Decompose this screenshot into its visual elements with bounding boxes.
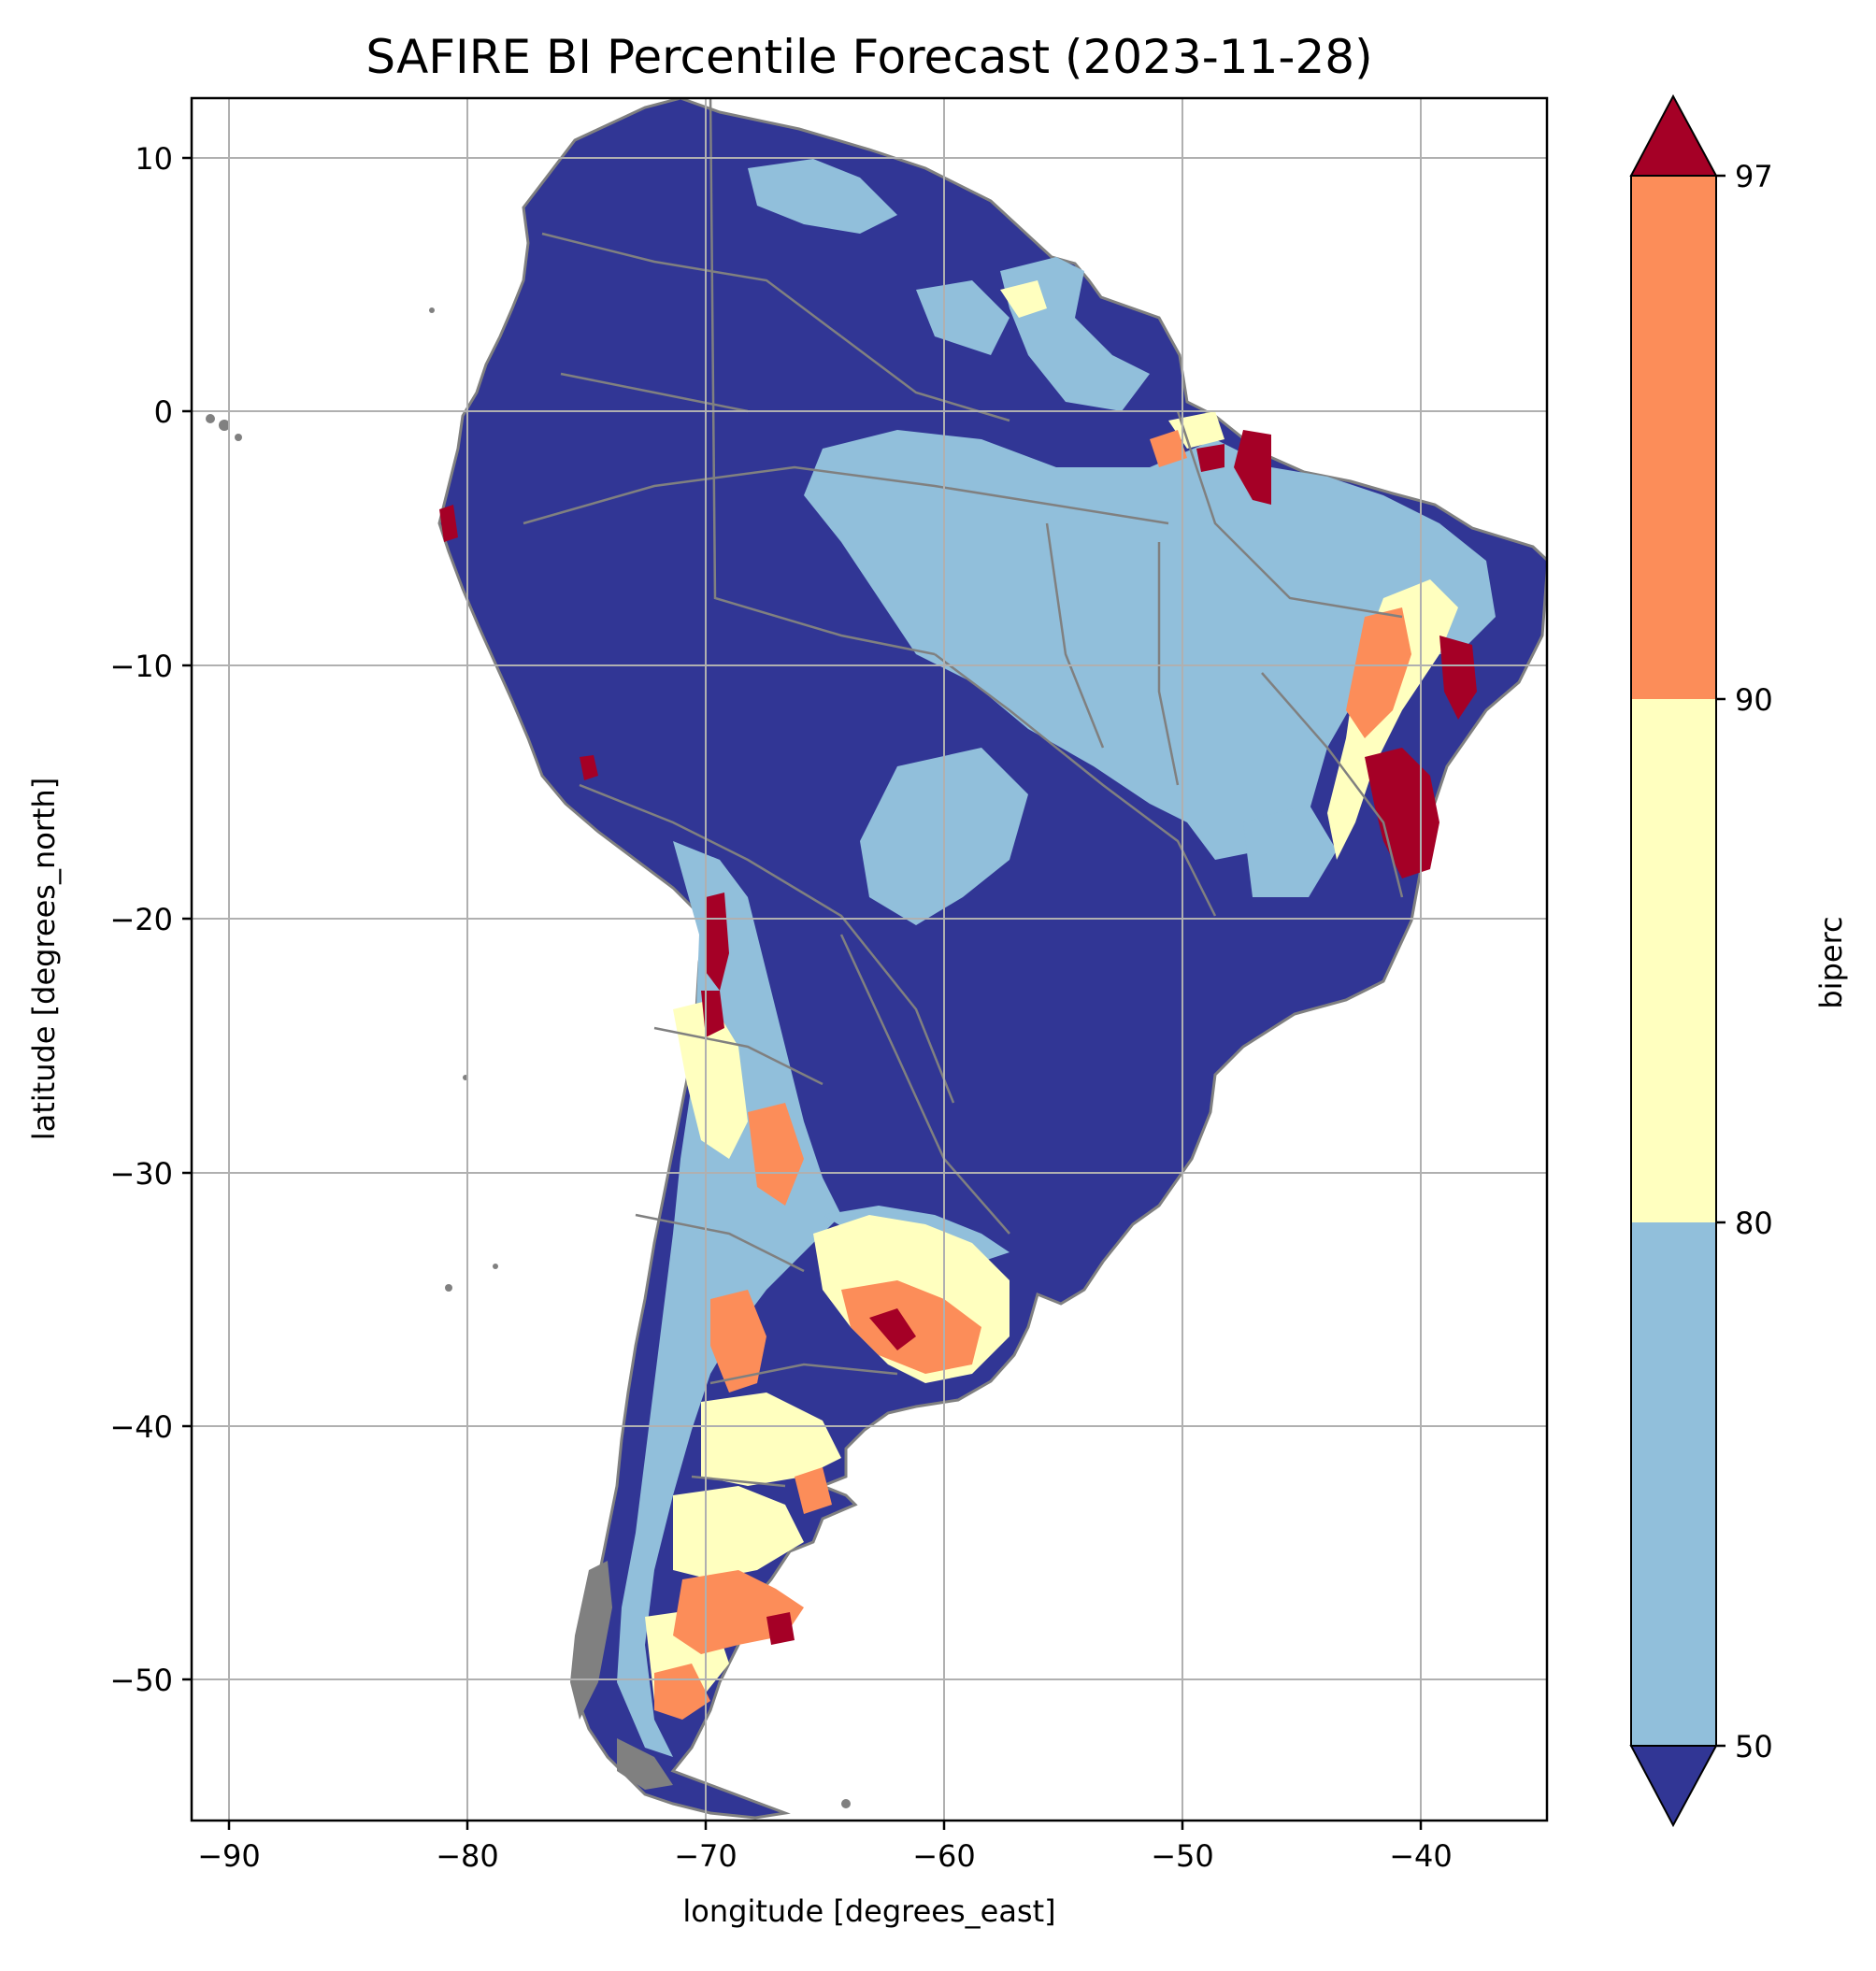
y-tick-label: 10 [135,141,173,177]
plot-frame [190,96,1549,1822]
colorbar-band-90-97 [1631,176,1716,699]
colorbar-frame [1630,175,1717,1747]
x-tick-label: −50 [1151,1838,1214,1874]
gridlines [192,98,1547,1821]
y-tick-label: 0 [154,394,173,430]
colorbar-tick-label: 80 [1735,1206,1773,1241]
colorbar-tick-label: 50 [1735,1729,1773,1764]
map-title: SAFIRE BI Percentile Forecast (2023-11-2… [365,30,1372,84]
colorbar-over-arrow [1629,93,1718,177]
colorbar-band-50-80 [1631,1222,1716,1746]
y-tick-label: −20 [109,902,173,937]
x-tick-label: −70 [674,1838,738,1874]
y-axis-label: latitude [degrees_north] [26,778,62,1141]
colorbar: 97 90 80 50 biperc [1629,93,1849,1828]
y-tick-label: −30 [109,1156,173,1192]
x-axis: −90 −80 −70 −60 −50 −40 longitude [degre… [197,1821,1453,1929]
y-axis: 10 0 −10 −20 −30 −40 −50 latitude [degre… [26,141,192,1698]
x-tick-label: −60 [912,1838,976,1874]
colorbar-label: biperc [1813,916,1849,1008]
y-tick-label: −50 [109,1663,173,1698]
admin-boundaries [523,98,1404,1488]
colorbar-band-80-90 [1631,699,1716,1222]
map-plot-area [190,96,1549,1822]
y-tick-label: −40 [109,1409,173,1445]
x-tick-label: −90 [197,1838,261,1874]
x-tick-label: −40 [1389,1838,1453,1874]
map-content [192,98,1547,1821]
x-axis-label: longitude [degrees_east] [682,1893,1055,1929]
x-tick-label: −80 [436,1838,499,1874]
colorbar-tick-label: 97 [1735,159,1773,194]
y-tick-label: −10 [109,649,173,684]
colorbar-tick-label: 90 [1735,682,1773,718]
colorbar-under-arrow [1629,1745,1718,1828]
